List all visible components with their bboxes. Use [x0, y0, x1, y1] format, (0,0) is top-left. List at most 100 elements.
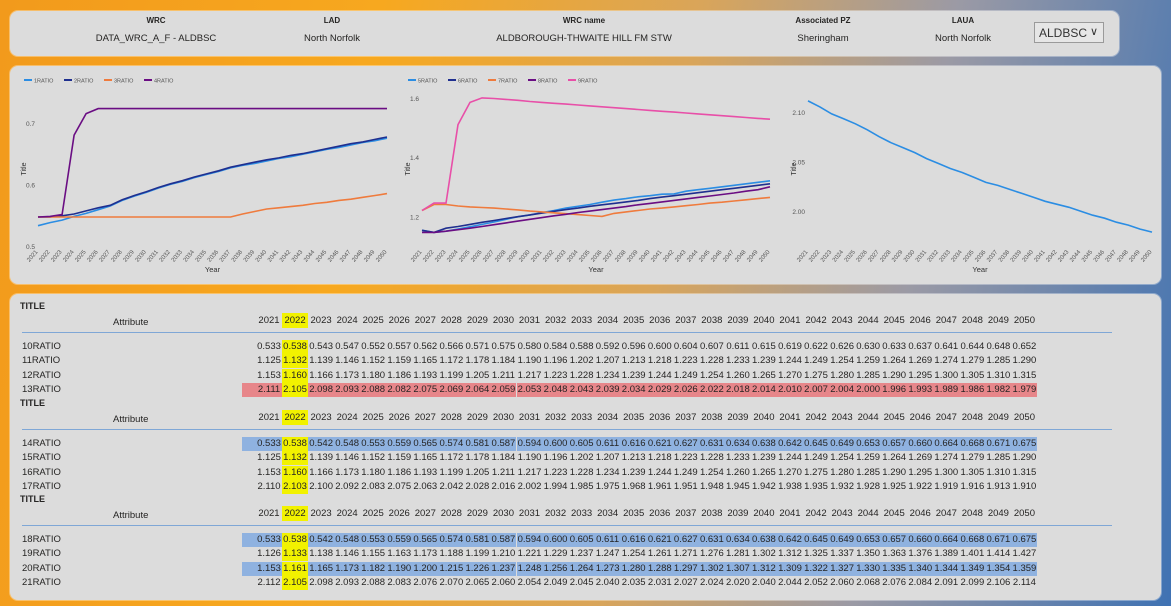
table-cell: 2.028: [465, 480, 490, 492]
year-header: 2023: [310, 508, 332, 519]
table-cell: 0.565: [412, 437, 439, 451]
table-cell: 1.300: [934, 466, 959, 478]
table-cell: 0.533: [256, 533, 282, 547]
year-header: 2035: [623, 412, 645, 423]
header-wrc: WRC DATA_WRC_A_F - ALDBSC: [96, 16, 217, 44]
table-cell: 0.660: [907, 437, 934, 451]
year-header: 2029: [466, 315, 488, 326]
attribute-header: Attribute: [113, 317, 149, 328]
year-header: 2041: [779, 315, 801, 326]
table-cell: 0.605: [568, 533, 595, 547]
x-tick-label: 2040: [1022, 249, 1036, 264]
table-cell: 0.675: [1011, 437, 1038, 451]
table-cell: 2.100: [309, 480, 333, 492]
y-axis-label: Title: [21, 162, 28, 175]
table-cell: 0.638: [750, 437, 777, 451]
table-cell: 2.010: [777, 382, 803, 397]
table-cell: 1.159: [387, 452, 412, 464]
table-cell: 1.218: [647, 355, 672, 367]
table-cell: 2.091: [934, 576, 959, 588]
header-lad: LAD North Norfolk: [304, 16, 360, 44]
x-tick-label: 2023: [820, 249, 834, 264]
x-tick-label: 2022: [808, 249, 822, 264]
year-header: 2025: [362, 508, 384, 519]
table-cell: 1.234: [595, 369, 620, 381]
year-header: 2042: [805, 315, 827, 326]
series-line: [421, 196, 771, 218]
y-tick-label: 2.10: [792, 110, 805, 117]
table-cell: 1.354: [985, 561, 1012, 576]
table-cell: 1.322: [803, 561, 830, 576]
table-cell: 1.270: [778, 466, 802, 478]
x-tick-label: 2027: [99, 249, 113, 264]
legend-label: 6RATIO: [458, 79, 478, 85]
x-tick-label: 2049: [746, 249, 760, 264]
year-header: 2039: [727, 508, 749, 519]
year-header: 2041: [779, 508, 801, 519]
year-header: 2039: [727, 315, 749, 326]
x-tick-label: 2030: [903, 249, 917, 264]
table-cell: 2.114: [1012, 576, 1036, 588]
x-tick-label: 2043: [674, 249, 688, 264]
table-cell: 1.305: [960, 466, 985, 478]
table-cell: 1.184: [491, 452, 516, 464]
year-header: 2024: [336, 315, 358, 326]
table-cell: 2.084: [908, 576, 933, 588]
table-cell: 0.641: [934, 341, 959, 352]
table-cell: 1.985: [569, 480, 594, 492]
table-cell: 0.547: [335, 341, 360, 352]
attribute-header: Attribute: [113, 414, 149, 425]
wrc-dropdown[interactable]: ALDBSC ∨: [1034, 22, 1104, 43]
table-cell: 2.020: [726, 576, 750, 588]
table-cell: 0.592: [595, 341, 620, 352]
table-cell: 1.163: [387, 548, 412, 560]
legend-label: 7RATIO: [498, 79, 518, 85]
table-cell: 1.913: [986, 480, 1011, 492]
table-cell: 1.138: [309, 548, 333, 560]
table-cell: 1.223: [543, 369, 568, 381]
table-cell: 1.186: [387, 466, 412, 478]
table-cell: 1.133: [282, 547, 309, 562]
x-tick-label: 2033: [939, 249, 953, 264]
row-label: 20RATIO: [22, 562, 61, 574]
table-cell: 2.068: [856, 576, 881, 588]
table-cell: 1.159: [387, 355, 412, 367]
x-tick-label: 2038: [231, 249, 245, 264]
table-cell: 1.264: [568, 561, 595, 576]
x-tick-label: 2040: [255, 249, 269, 264]
table-cell: 0.621: [646, 437, 673, 451]
row-highlight-lead: [242, 382, 256, 397]
x-tick-label: 2026: [856, 249, 870, 264]
table-cell: 1.279: [960, 355, 985, 367]
x-tick-label: 2040: [638, 249, 652, 264]
x-tick-label: 2027: [868, 249, 882, 264]
table-cell: 1.211: [491, 466, 515, 478]
table-cell: 0.653: [855, 437, 882, 451]
legend-label: 1RATIO: [34, 79, 54, 85]
table-cell: 1.249: [804, 452, 828, 464]
table-cell: 2.029: [646, 382, 673, 397]
table-cell: 0.594: [516, 533, 543, 547]
table-cell: 0.675: [1011, 533, 1038, 547]
table-cell: 1.285: [986, 452, 1011, 464]
x-tick-label: 2021: [410, 249, 424, 264]
x-tick-label: 2049: [1128, 249, 1142, 264]
table-cell: 0.671: [985, 437, 1012, 451]
table-cell: 1.312: [750, 561, 777, 576]
table-cell: 1.199: [465, 548, 490, 560]
table-cell: 2.054: [517, 576, 542, 588]
table-cell: 1.213: [621, 452, 646, 464]
table-cell: 1.270: [778, 369, 802, 381]
table-cell: 0.533: [257, 341, 281, 352]
row-label: 12RATIO: [22, 369, 61, 381]
header-panel: WRC DATA_WRC_A_F - ALDBSC LAD North Norfol…: [10, 11, 1119, 56]
table-cell: 2.063: [413, 480, 438, 492]
table-cell: 2.045: [569, 576, 594, 588]
table-cell: 2.083: [387, 576, 412, 588]
table-cell: 1.259: [856, 452, 881, 464]
table-cell: 1.226: [464, 561, 491, 576]
row-label: 10RATIO: [22, 341, 61, 352]
table-cell: 2.042: [439, 480, 464, 492]
year-header: 2031: [518, 315, 541, 326]
x-tick-label: 2026: [470, 249, 484, 264]
